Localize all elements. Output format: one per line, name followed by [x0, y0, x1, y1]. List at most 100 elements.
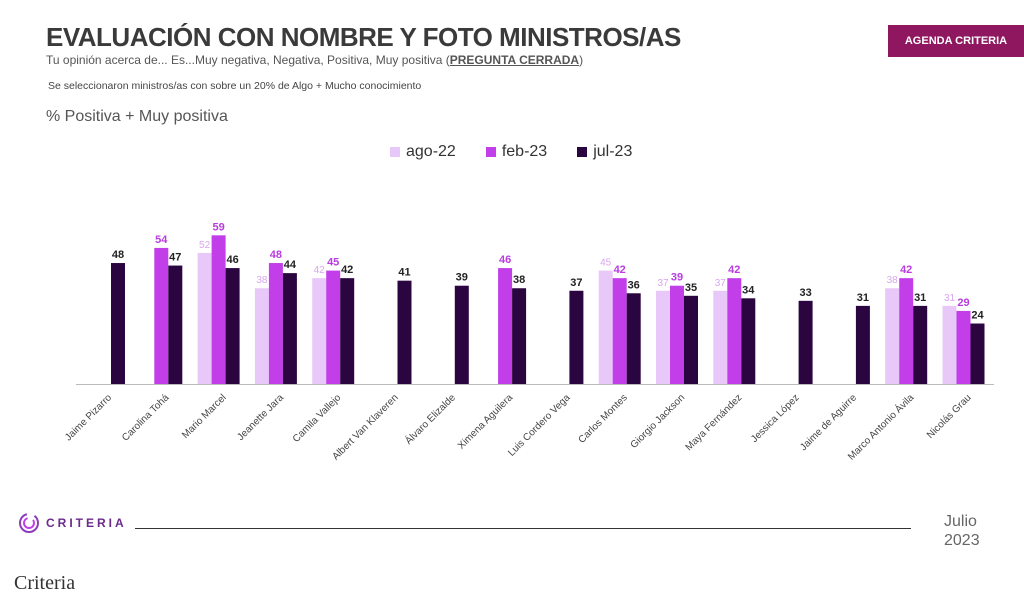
bar-jul-23: [512, 288, 527, 384]
category-label: Maya Fernández: [684, 392, 745, 453]
data-label: 42: [314, 265, 326, 276]
logo-text: CRITERIA: [46, 516, 127, 530]
agenda-badge: AGENDA CRITERIA: [888, 25, 1024, 57]
bar-jul-23: [340, 278, 355, 384]
data-label: 48: [270, 249, 282, 261]
bar-feb-23: [326, 270, 341, 384]
report-month: Julio: [944, 513, 977, 530]
data-label: 41: [398, 267, 410, 279]
category-label: Jaime de Aguirre: [798, 392, 859, 453]
bar-feb-23: [899, 278, 914, 384]
data-label: 47: [169, 252, 181, 264]
report-year: 2023: [944, 532, 980, 549]
category-label: Nicolás Grau: [925, 392, 974, 441]
data-label: 35: [685, 282, 697, 294]
data-label: 31: [857, 292, 869, 304]
category-label: Jessica López: [749, 392, 802, 445]
category-label: Ximena Aguilera: [456, 392, 516, 452]
legend-item: feb-23: [485, 143, 548, 161]
legend-swatch: [390, 147, 400, 157]
subtitle-end: ): [579, 53, 584, 67]
data-label: 24: [971, 310, 984, 322]
criteria-logo: CRITERIA: [18, 512, 127, 534]
bar-jul-23: [855, 305, 870, 384]
category-label: Carlos Montes: [576, 392, 629, 445]
data-label: 42: [728, 264, 740, 276]
data-label: 46: [499, 254, 511, 266]
legend-item: ago-22: [390, 143, 456, 161]
category-label: Giorgio Jackson: [629, 392, 687, 450]
data-label: 54: [155, 234, 168, 246]
bar-jul-23: [397, 280, 412, 384]
bar-jul-23: [454, 285, 469, 384]
report-date: Julio 2023: [944, 512, 980, 550]
data-label: 59: [212, 221, 224, 233]
bar-ago-22: [312, 278, 327, 384]
data-label: 37: [570, 277, 582, 289]
bar-jul-23: [168, 265, 183, 384]
data-label: 39: [671, 272, 683, 284]
bar-ago-22: [713, 290, 728, 384]
bar-jul-23: [970, 323, 985, 384]
bar-feb-23: [956, 310, 971, 384]
subtitle: Tu opinión acerca de... Es...Muy negativ…: [46, 53, 583, 67]
bar-jul-23: [741, 298, 756, 384]
data-label: 29: [957, 297, 969, 309]
footer-divider: [135, 528, 911, 529]
subtitle-text: Tu opinión acerca de... Es...Muy negativ…: [46, 53, 450, 67]
bar-ago-22: [254, 288, 269, 384]
data-label: 42: [900, 264, 912, 276]
bar-jul-23: [111, 263, 125, 384]
category-label: Álvaro Elizalde: [402, 391, 458, 447]
legend-label: feb-23: [501, 143, 548, 160]
data-label: 39: [456, 272, 468, 284]
data-label: 46: [226, 254, 238, 266]
bar-ago-22: [598, 270, 613, 384]
category-label: Mario Marcel: [180, 392, 229, 441]
legend: ago-22 feb-23 jul-23: [390, 143, 632, 161]
bar-ago-22: [885, 288, 900, 384]
legend-label: ago-22: [406, 143, 456, 160]
criteria-logo-icon: [19, 513, 39, 533]
data-label: 37: [657, 278, 669, 289]
legend-swatch: [485, 147, 496, 157]
data-label: 45: [327, 257, 339, 269]
bar-ago-22: [656, 290, 670, 384]
page-title: EVALUACIÓN CON NOMBRE Y FOTO MINISTROS/A…: [46, 22, 681, 52]
bar-jul-23: [626, 293, 641, 384]
bar-jul-23: [684, 295, 698, 384]
data-label: 36: [628, 279, 640, 291]
data-label: 44: [284, 259, 297, 271]
data-label: 38: [513, 274, 525, 286]
bar-jul-23: [569, 290, 584, 384]
bar-jul-23: [798, 300, 813, 384]
bar-feb-23: [670, 285, 684, 384]
data-label: 31: [944, 293, 956, 304]
bar-jul-23: [913, 305, 928, 384]
legend-label: jul-23: [593, 143, 633, 160]
bar-feb-23: [612, 278, 627, 384]
category-label: Jaime Pizarro: [63, 392, 114, 443]
bar-feb-23: [154, 247, 169, 384]
bar-jul-23: [225, 268, 240, 384]
data-label: 48: [112, 249, 124, 261]
bar-feb-23: [211, 235, 226, 384]
data-label: 42: [341, 264, 353, 276]
selection-note: Se seleccionaron ministros/as con sobre …: [48, 80, 422, 92]
subtitle-emphasis: PREGUNTA CERRADA: [449, 53, 580, 67]
data-label: 52: [199, 240, 211, 251]
data-label: 42: [614, 264, 626, 276]
category-label: Carolina Tohá: [120, 392, 172, 444]
bar-feb-23: [498, 268, 513, 384]
image-caption: Criteria: [14, 572, 76, 594]
data-label: 37: [715, 278, 727, 289]
bar-ago-22: [942, 305, 957, 384]
data-label: 45: [600, 258, 612, 269]
data-label: 38: [256, 275, 268, 286]
category-label: Camila Vallejo: [291, 392, 344, 445]
data-label: 33: [799, 287, 811, 299]
data-label: 31: [914, 292, 926, 304]
data-label: 38: [887, 275, 899, 286]
bar-feb-23: [268, 263, 283, 384]
